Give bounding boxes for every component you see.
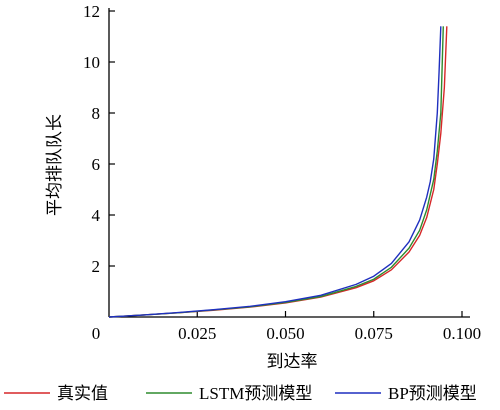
legend-label-2: LSTM预测模型: [199, 384, 312, 403]
y-tick-label: 6: [92, 155, 101, 174]
series-line-3: [108, 26, 442, 318]
series-line-2: [108, 26, 444, 318]
y-ticks: 2 4 6 8 10 12: [83, 2, 115, 276]
series-group: [108, 26, 448, 318]
x-axis-title: 到达率: [267, 352, 318, 372]
x-tick-label: 0.100: [443, 324, 481, 343]
y-tick-label: 10: [83, 53, 100, 72]
series-line-1: [108, 26, 448, 318]
y-tick-label: 12: [83, 2, 100, 21]
y-tick-label: 2: [92, 257, 101, 276]
x-tick-label: 0.050: [266, 324, 304, 343]
x-ticks: 0.025 0.050 0.075 0.100: [178, 311, 481, 343]
y-tick-label: 4: [92, 206, 101, 225]
origin-label: 0: [92, 324, 101, 343]
y-tick-label: 8: [92, 104, 101, 123]
x-tick-label: 0.025: [178, 324, 216, 343]
legend-label-3: BP预测模型: [388, 384, 477, 403]
legend-label-1: 真实值: [57, 384, 108, 403]
legend: 真实值 LSTM预测模型 BP预测模型: [4, 384, 477, 403]
x-tick-label: 0.075: [355, 324, 393, 343]
y-axis-title: 平均排队队长: [45, 114, 65, 216]
plot-area: 2 4 6 8 10 12 0.025 0.050 0.075 0.100: [83, 2, 481, 343]
